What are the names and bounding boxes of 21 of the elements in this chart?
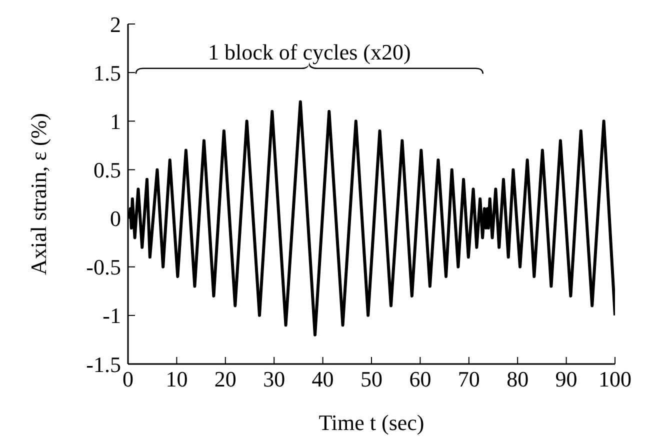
y-tick-label: 0 <box>110 206 121 232</box>
y-tick-label: -0.5 <box>86 254 121 280</box>
y-tick-label: 1.5 <box>94 60 121 86</box>
y-tick-label: 1 <box>110 108 121 134</box>
x-tick-label: 30 <box>263 366 286 392</box>
x-tick-label: 80 <box>506 366 529 392</box>
annotation: 1 block of cycles (x20) <box>208 40 411 65</box>
y-tick-label: -1 <box>102 303 121 328</box>
y-tick-label: 0.5 <box>94 158 121 183</box>
y-axis-title: Axial strain, ε (%) <box>26 113 51 275</box>
y-tick-label: -1.5 <box>86 352 121 377</box>
x-tick-label: 40 <box>312 366 334 392</box>
x-axis-title: Time t (sec) <box>318 410 424 435</box>
x-tick-label: 60 <box>409 366 432 392</box>
y-tick-label: 2 <box>110 12 121 37</box>
x-tick-label: 90 <box>555 366 578 392</box>
x-tick-label: 50 <box>360 366 382 392</box>
x-tick-label: 10 <box>166 366 188 392</box>
x-tick-label: 20 <box>214 366 236 392</box>
x-tick-label: 100 <box>598 366 632 392</box>
x-tick-label: 70 <box>458 366 480 392</box>
